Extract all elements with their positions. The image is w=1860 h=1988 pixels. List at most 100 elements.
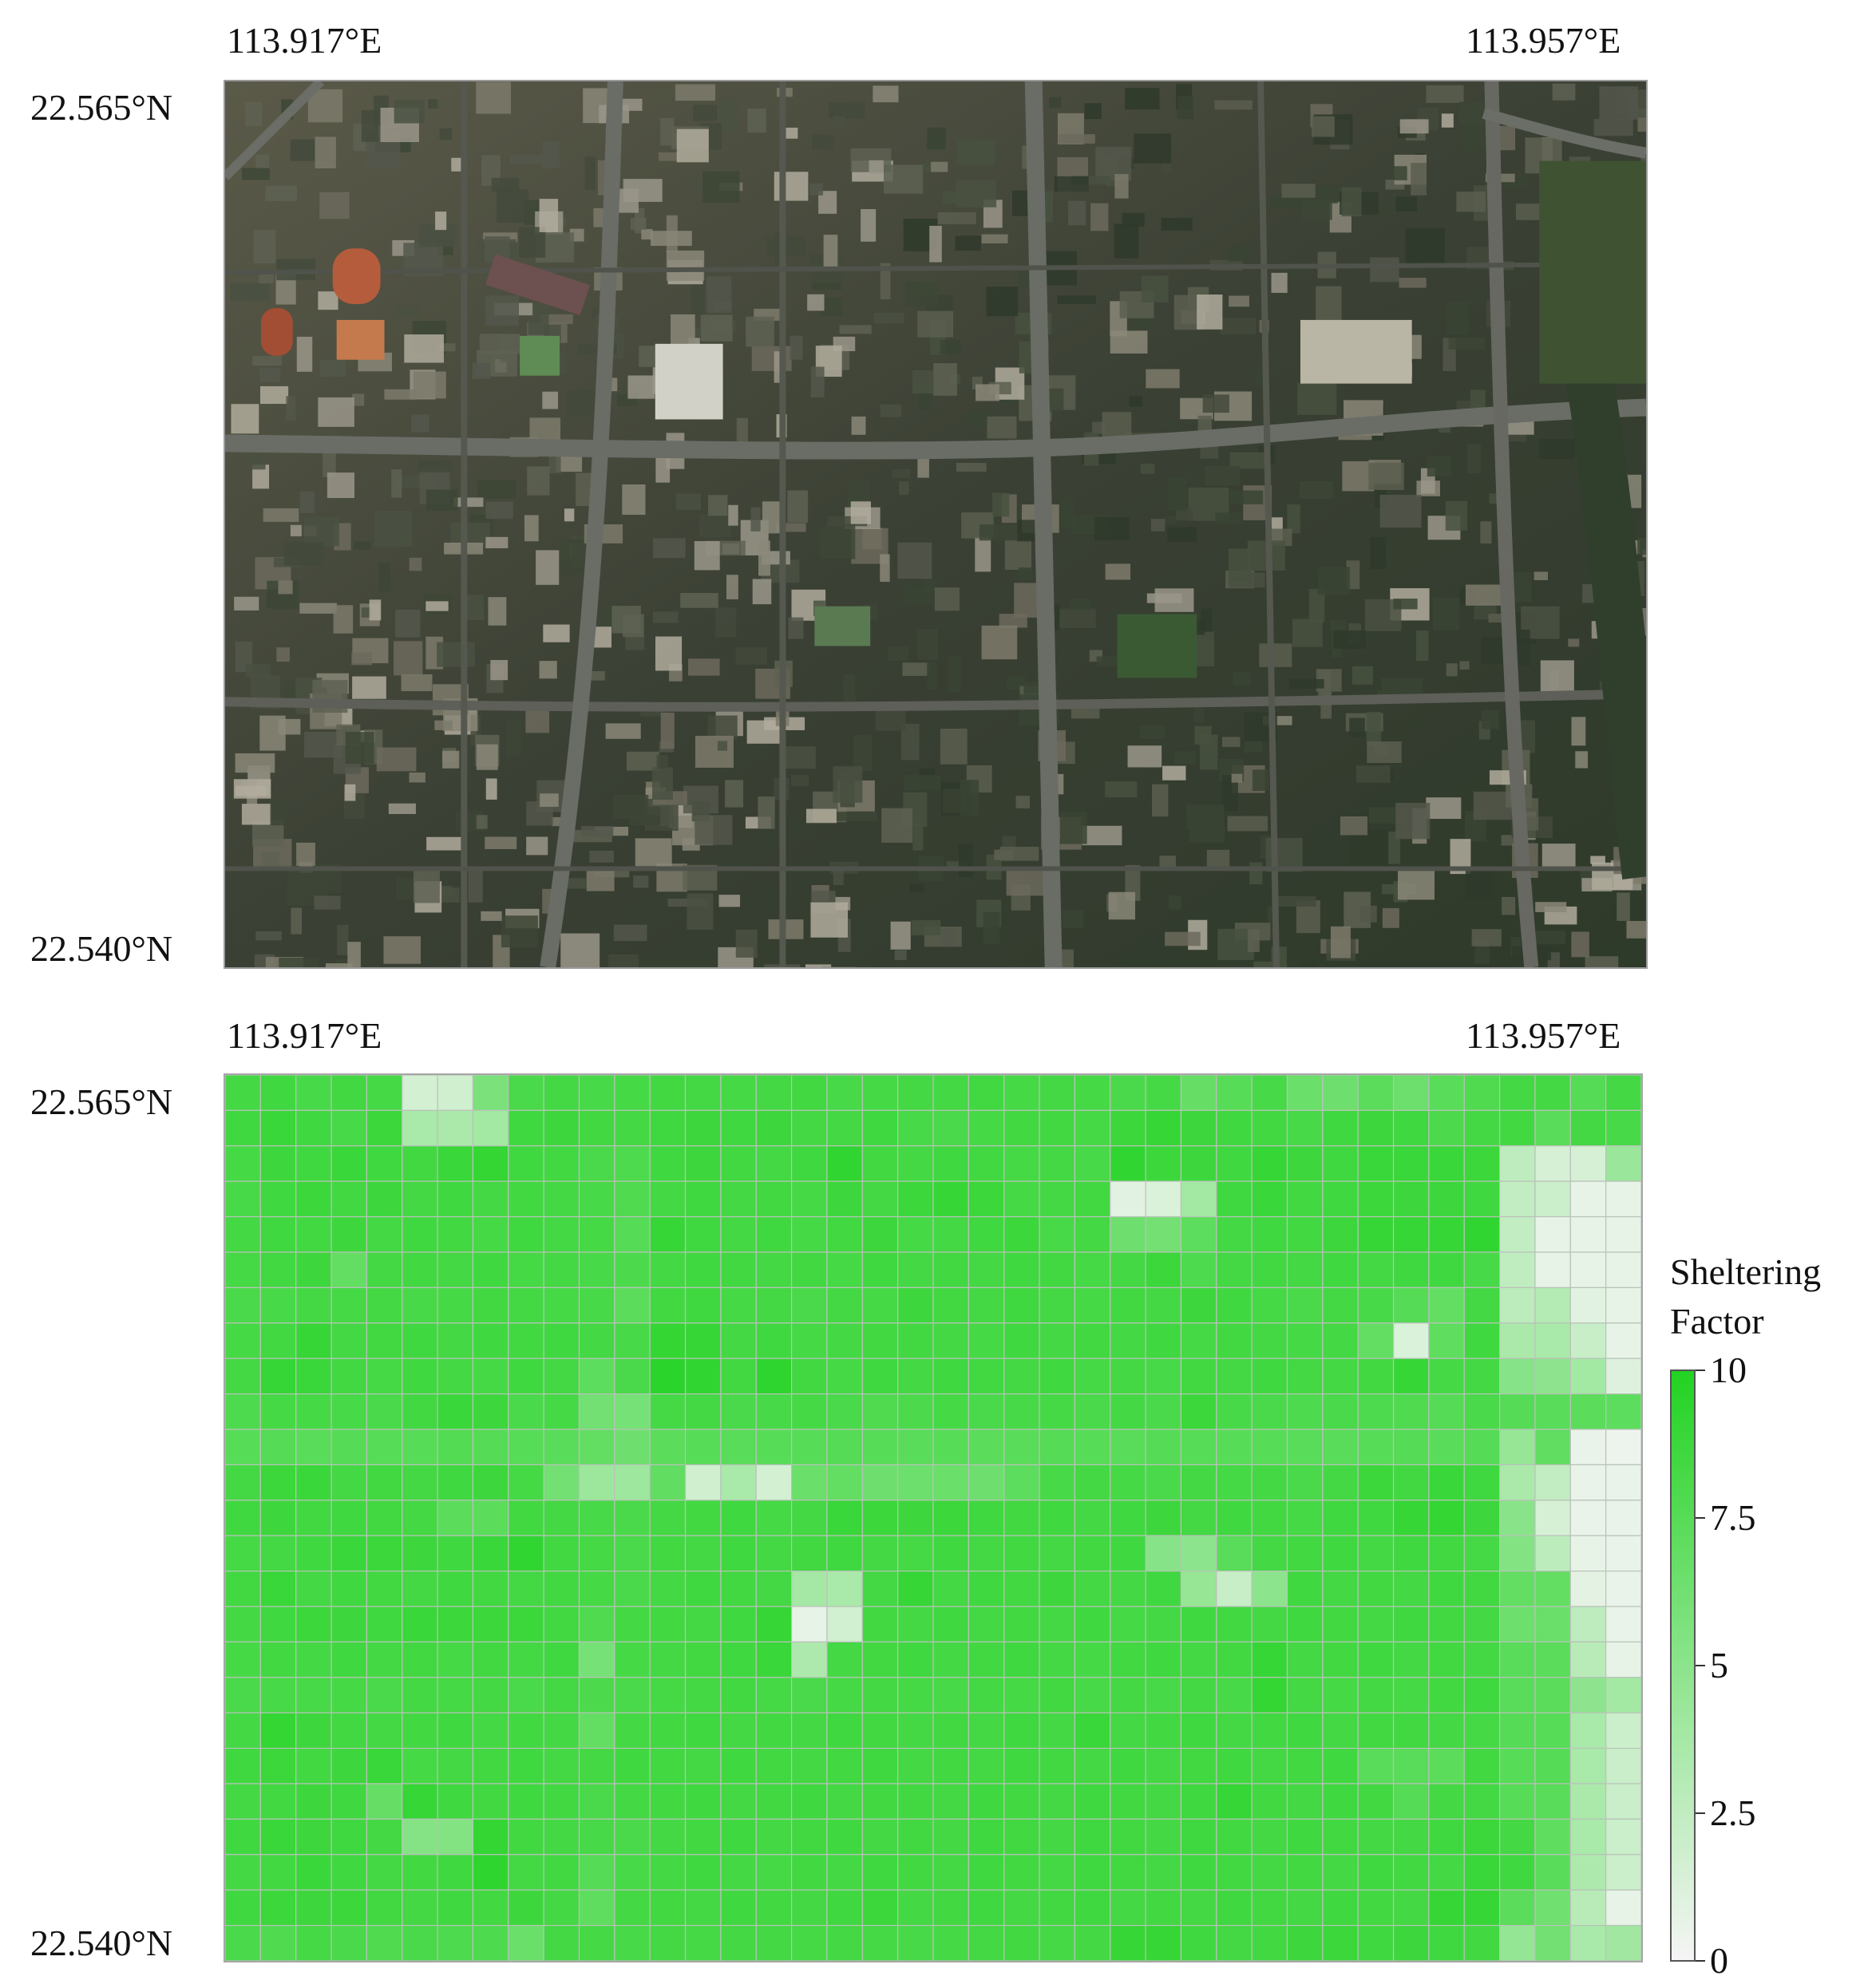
sports-track-2 <box>260 307 293 356</box>
heatmap-cell <box>1286 1322 1324 1359</box>
heatmap-cell <box>1605 1429 1641 1465</box>
satellite-building <box>488 597 507 626</box>
heatmap-cell <box>330 1109 367 1147</box>
satellite-building <box>702 171 740 204</box>
satellite-building <box>476 744 498 770</box>
satellite-building <box>1415 630 1429 662</box>
heatmap-cell <box>826 1393 863 1430</box>
satellite-building <box>296 842 315 866</box>
heatmap-cell <box>826 1571 863 1607</box>
heatmap-cell <box>1569 1783 1607 1820</box>
heatmap-cell <box>1074 1925 1111 1961</box>
heatmap-cell <box>225 1322 261 1359</box>
satellite-building <box>917 629 939 660</box>
satellite-building <box>1197 415 1212 434</box>
satellite-building <box>1534 571 1548 580</box>
heatmap-cell <box>578 1606 615 1642</box>
heatmap-cell <box>1605 1393 1641 1430</box>
satellite-building <box>481 911 502 921</box>
satellite-building <box>911 920 941 935</box>
heatmap-cell <box>1569 1677 1607 1713</box>
satellite-building <box>1167 527 1197 543</box>
heatmap-cell <box>543 1500 580 1536</box>
heatmap-cell <box>1286 1145 1324 1182</box>
heatmap-cell <box>1322 1783 1359 1820</box>
heatmap-cell <box>543 1358 580 1395</box>
heatmap-cell <box>1357 1109 1395 1147</box>
heatmap-cell <box>437 1216 474 1253</box>
heatmap-cell <box>1003 1075 1040 1111</box>
heatmap-cell <box>437 1818 474 1856</box>
satellite-building <box>1541 844 1576 871</box>
satellite-building <box>774 172 809 201</box>
heatmap-cell <box>649 1748 687 1784</box>
satellite-building <box>955 235 981 251</box>
heatmap-cell <box>1499 1145 1536 1182</box>
satellite-building <box>319 360 346 377</box>
satellite-building <box>418 459 452 472</box>
satellite-building <box>881 808 913 843</box>
heatmap-cell <box>791 1571 828 1607</box>
heatmap-cell <box>1039 1286 1075 1324</box>
heatmap-cell <box>1286 1180 1324 1218</box>
heatmap-cell <box>1145 1712 1182 1749</box>
heatmap-cell <box>684 1535 722 1572</box>
heatmap-cell <box>1251 1216 1288 1253</box>
heatmap-cell <box>897 1109 934 1147</box>
satellite-building <box>750 507 761 532</box>
satellite-building <box>1312 116 1335 137</box>
heatmap-cell <box>1499 1712 1536 1749</box>
heatmap-cell <box>295 1393 332 1430</box>
heatmap-cell <box>649 1818 687 1856</box>
heatmap-cell <box>1180 1180 1217 1218</box>
heatmap-cell <box>720 1535 757 1572</box>
heatmap-cell <box>1286 1748 1324 1784</box>
heatmap-cell <box>366 1535 403 1572</box>
heatmap-cell <box>684 1429 722 1465</box>
satellite-building <box>735 646 767 665</box>
heatmap-cell <box>1216 1075 1253 1111</box>
heatmap-cell <box>1039 1854 1075 1891</box>
heatmap-cell <box>1110 1429 1146 1465</box>
heatmap-cell <box>968 1889 1005 1927</box>
satellite-building <box>766 235 805 255</box>
heatmap-cell <box>1357 1322 1395 1359</box>
heatmap-cell <box>1110 1889 1146 1927</box>
heatmap-cell <box>684 1500 722 1536</box>
heatmap-cell <box>366 1677 403 1713</box>
colorbar-title-line1: Sheltering <box>1670 1251 1822 1292</box>
heatmap-cell <box>259 1216 297 1253</box>
heatmap-cell <box>720 1889 757 1927</box>
heatmap-cell <box>791 1358 828 1395</box>
satellite-building <box>819 527 830 559</box>
heatmap-cell <box>1039 1322 1075 1359</box>
heatmap-cell <box>932 1109 969 1147</box>
heatmap-cell <box>472 1322 509 1359</box>
heatmap-cell <box>330 1286 367 1324</box>
heatmap-cell <box>1074 1818 1111 1856</box>
satellite-building <box>1276 895 1316 907</box>
heatmap-cell <box>472 1854 509 1891</box>
heatmap-cell <box>1216 1641 1253 1678</box>
heatmap-cell <box>1251 1145 1288 1182</box>
heatmap-cell <box>968 1464 1005 1501</box>
heatmap-cell <box>1216 1464 1253 1501</box>
satellite-building <box>1164 516 1177 525</box>
satellite-building <box>608 954 639 967</box>
satellite-building <box>1480 521 1492 544</box>
satellite-building <box>890 921 911 950</box>
heatmap-cell <box>1251 1712 1288 1749</box>
satellite-building <box>687 658 720 676</box>
heatmap-cell <box>1003 1641 1040 1678</box>
satellite-building <box>439 343 456 352</box>
heatmap-cell <box>826 1925 863 1961</box>
satellite-building <box>853 735 873 772</box>
heatmap-cell <box>259 1571 297 1607</box>
heatmap-cell <box>472 1075 509 1111</box>
heatmap-cell <box>1074 1109 1111 1147</box>
heatmap-cell <box>1322 1286 1359 1324</box>
satellite-building <box>497 189 528 223</box>
heatmap-cell <box>968 1535 1005 1572</box>
heatmap-cell <box>543 1535 580 1572</box>
heatmap-cell <box>508 1818 544 1856</box>
